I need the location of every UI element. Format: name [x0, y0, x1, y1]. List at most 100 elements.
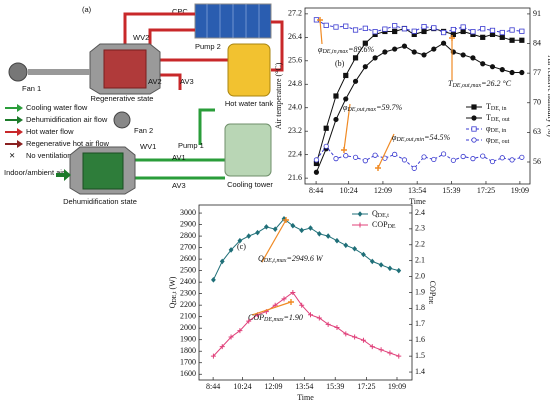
- annotation-arrow: [343, 103, 351, 151]
- annotation-star: [449, 35, 455, 41]
- data-point: [333, 24, 339, 30]
- data-point: [489, 64, 496, 70]
- data-point: [440, 29, 447, 36]
- data-point: [509, 157, 515, 163]
- data-point: [411, 165, 417, 171]
- annotation-main: φ: [318, 45, 323, 54]
- data-point: [509, 37, 515, 43]
- series-line: [316, 19, 522, 34]
- x-tick-label: 12:09: [264, 382, 282, 391]
- dehumidification-label: Dehumidification state: [63, 197, 137, 206]
- y-tick-label: 24.8: [288, 79, 302, 88]
- data-point: [237, 237, 243, 244]
- data-point: [396, 353, 402, 359]
- fan-1: [8, 62, 28, 82]
- annotation: φDE,out,max=59.7%: [343, 103, 403, 114]
- fan-2-label: Fan 2: [134, 126, 153, 135]
- annotation-rest: =89.6%: [348, 45, 374, 54]
- data-point: [460, 28, 466, 35]
- data-point: [499, 34, 505, 40]
- wv1-label: WV1: [140, 142, 156, 151]
- legend-marker: [471, 126, 477, 132]
- data-point: [361, 251, 366, 258]
- data-point: [362, 40, 368, 46]
- data-point: [480, 26, 486, 32]
- x-tick-label: 10:24: [340, 186, 358, 195]
- hot-water-tank: [227, 43, 271, 97]
- annotation-rest: =54.5%: [424, 133, 450, 142]
- data-point: [421, 24, 427, 30]
- y-axis-label: Air temperature (°C): [274, 62, 283, 129]
- x-tick-label: 8:44: [206, 382, 220, 391]
- data-point: [272, 226, 278, 232]
- data-point: [246, 318, 252, 324]
- data-point: [460, 153, 466, 160]
- x-tick-label: 12:09: [374, 186, 392, 195]
- data-point: [392, 23, 398, 29]
- legend-label: Cooling water flow: [26, 103, 88, 112]
- data-point: [431, 25, 437, 31]
- data-point: [313, 157, 320, 163]
- av1-label: AV1: [172, 153, 186, 162]
- y-tick-label: 2200: [180, 300, 196, 309]
- data-point: [323, 143, 329, 149]
- data-point: [460, 24, 466, 30]
- data-point: [519, 69, 525, 76]
- x-tick-label: 15:39: [326, 382, 344, 391]
- legend-label: No ventilation: [26, 151, 71, 160]
- legend-name: T: [486, 113, 491, 122]
- data-point: [343, 331, 349, 337]
- annotation-arrow: [251, 301, 292, 316]
- data-point: [325, 321, 331, 327]
- legend-sub: DE, out: [491, 117, 510, 123]
- legend-label: Regenerative hot air flow: [26, 139, 110, 148]
- av3-label: AV3: [172, 181, 186, 190]
- data-point: [308, 312, 314, 318]
- x-tick-label: 17:25: [477, 186, 495, 195]
- data-point: [228, 247, 234, 253]
- legend-sub: DE,t: [378, 213, 389, 219]
- annotation-star: [288, 299, 294, 305]
- legend-marker: [357, 211, 363, 217]
- y-tick-label: 2600: [180, 254, 196, 263]
- indoor-label: Indoor/ambient air: [4, 168, 65, 177]
- y-tick-label: 2700: [180, 242, 196, 251]
- data-point: [387, 350, 393, 356]
- data-point: [450, 31, 456, 38]
- x-tick-label: 15:39: [442, 186, 460, 195]
- data-point: [470, 29, 476, 35]
- y-tick-label: 2100: [180, 312, 196, 321]
- x-tick-label: 10:24: [233, 382, 251, 391]
- fan-1-label: Fan 1: [22, 84, 41, 93]
- y-tick-label: 2300: [180, 288, 196, 297]
- tower-label: Cooling tower: [227, 180, 273, 189]
- annotation-main: T: [448, 79, 453, 88]
- legend-name: φ: [486, 135, 491, 144]
- data-point: [480, 153, 486, 159]
- legend-name: Q: [372, 209, 378, 218]
- y-tick-label: 25.6: [288, 56, 302, 65]
- legend-arrow: [5, 128, 23, 136]
- annotation-arrow: [261, 219, 287, 263]
- y2-tick-label: 2.2: [415, 240, 425, 249]
- y-tick-label: 2400: [180, 277, 196, 286]
- panel-label: (c): [237, 242, 246, 251]
- data-point: [333, 116, 339, 123]
- data-point: [290, 290, 296, 295]
- y-tick-label: 1600: [180, 369, 196, 378]
- legend-arrow: [5, 104, 23, 112]
- y2-tick-label: 1.8: [415, 303, 425, 312]
- annotation-main: φ: [392, 133, 397, 142]
- y2-tick-label: 63: [533, 127, 541, 136]
- x-axis-label: Time: [297, 393, 314, 402]
- data-point: [431, 156, 437, 163]
- data-point: [343, 96, 349, 102]
- data-point: [392, 28, 398, 35]
- annotation-sub: DE,out,max: [346, 107, 376, 113]
- annotation-star: [283, 217, 289, 223]
- data-point: [281, 296, 287, 302]
- y-tick-label: 24.0: [288, 103, 302, 112]
- legend-label: φDE, in: [486, 124, 506, 135]
- annotation-rest: =2949.6 W: [286, 254, 323, 263]
- annotation-rest: =59.7%: [376, 103, 402, 112]
